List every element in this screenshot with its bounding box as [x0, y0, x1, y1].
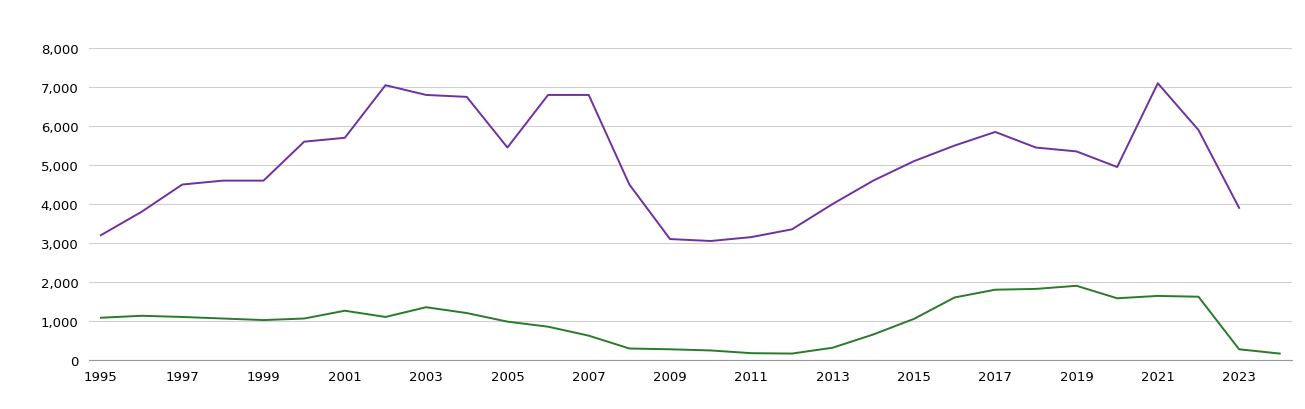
An established property [93, 233, 108, 238]
An established property [500, 146, 515, 151]
A newly built property [215, 316, 231, 321]
A newly built property [540, 324, 556, 329]
A newly built property [825, 346, 840, 351]
A newly built property [662, 347, 677, 352]
An established property [1190, 128, 1206, 133]
An established property [1232, 206, 1248, 211]
A newly built property [946, 295, 962, 300]
An established property [1069, 150, 1084, 155]
A newly built property [1109, 296, 1125, 301]
An established property [215, 179, 231, 184]
An established property [906, 159, 921, 164]
Line: An established property: An established property [100, 84, 1240, 241]
A newly built property [377, 315, 393, 320]
A newly built property [744, 351, 760, 356]
A newly built property [581, 333, 596, 338]
A newly built property [175, 315, 191, 320]
A newly built property [1028, 287, 1044, 292]
A newly built property [419, 305, 435, 310]
A newly built property [1069, 284, 1084, 289]
An established property [419, 93, 435, 98]
An established property [988, 130, 1004, 135]
A newly built property [1272, 351, 1288, 356]
A newly built property [906, 317, 921, 321]
A newly built property [459, 311, 475, 316]
A newly built property [784, 351, 800, 356]
A newly built property [296, 316, 312, 321]
A newly built property [1150, 294, 1165, 299]
A newly built property [133, 314, 149, 319]
An established property [581, 93, 596, 98]
An established property [1028, 146, 1044, 151]
A newly built property [988, 288, 1004, 292]
A newly built property [865, 332, 881, 337]
An established property [377, 83, 393, 88]
An established property [946, 144, 962, 149]
An established property [296, 140, 312, 145]
An established property [744, 235, 760, 240]
A newly built property [337, 308, 352, 313]
An established property [256, 179, 271, 184]
A newly built property [93, 315, 108, 320]
A newly built property [256, 318, 271, 323]
A newly built property [703, 348, 719, 353]
An established property [662, 237, 677, 242]
An established property [175, 182, 191, 187]
An established property [133, 210, 149, 215]
An established property [825, 202, 840, 207]
An established property [337, 136, 352, 141]
A newly built property [621, 346, 637, 351]
An established property [865, 179, 881, 184]
An established property [703, 239, 719, 244]
A newly built property [1232, 347, 1248, 352]
An established property [1150, 81, 1165, 86]
An established property [784, 227, 800, 232]
An established property [540, 93, 556, 98]
An established property [1109, 165, 1125, 170]
An established property [459, 95, 475, 100]
A newly built property [500, 319, 515, 324]
A newly built property [1190, 294, 1206, 299]
Line: A newly built property: A newly built property [100, 286, 1280, 354]
An established property [621, 182, 637, 187]
